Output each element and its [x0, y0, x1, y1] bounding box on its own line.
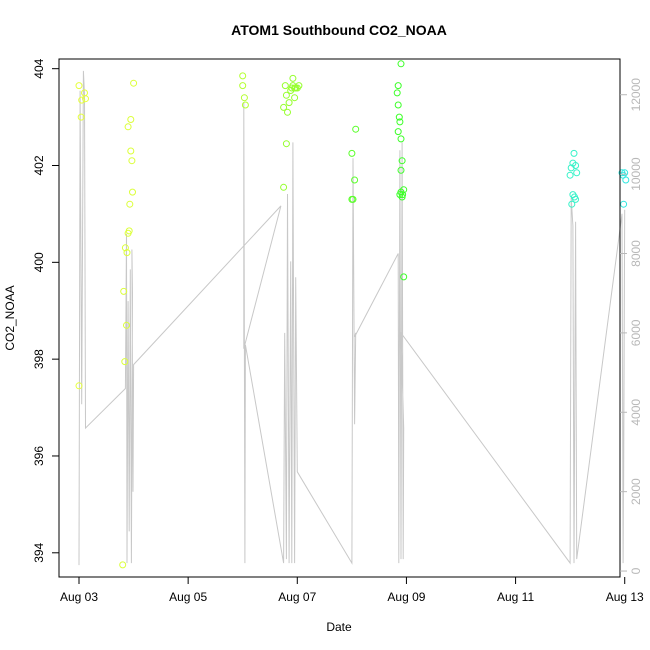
- x-tick-label-2: Aug 07: [278, 590, 316, 604]
- chart-title: ATOM1 Southbound CO2_NOAA: [231, 22, 447, 38]
- data-point-70: [572, 195, 580, 203]
- data-point-14: [124, 123, 132, 131]
- data-point-62: [566, 171, 574, 179]
- data-point-44: [351, 176, 359, 184]
- altitude-line-layer: [78, 70, 626, 566]
- y2-tick-label-6: 12000: [629, 78, 643, 112]
- data-point-49: [395, 113, 403, 121]
- data-point-12: [123, 321, 130, 329]
- y2-tick-label-1: 2000: [629, 478, 643, 505]
- data-point-45: [352, 125, 360, 133]
- data-point-67: [573, 169, 581, 177]
- y2-tick-label-3: 6000: [629, 319, 643, 346]
- data-point-21: [239, 72, 247, 80]
- y2-tick-label-2: 4000: [629, 399, 643, 426]
- data-point-60: [398, 193, 406, 201]
- data-point-13: [121, 358, 129, 366]
- data-point-26: [282, 140, 290, 148]
- y-tick-label-4: 402: [32, 155, 46, 175]
- data-point-9: [123, 249, 131, 257]
- x-tick-label-4: Aug 11: [497, 590, 534, 604]
- data-point-75: [622, 176, 630, 184]
- plot-frame: [58, 58, 621, 578]
- data-point-23: [240, 94, 248, 102]
- x-axis-label: Date: [326, 620, 352, 634]
- data-point-11: [125, 227, 133, 235]
- data-point-66: [572, 162, 580, 169]
- data-point-22: [239, 82, 247, 90]
- x-tick-label-0: Aug 03: [60, 590, 98, 604]
- co2-points-layer: [75, 60, 630, 569]
- data-point-18: [129, 188, 136, 196]
- y-tick-label-1: 396: [32, 446, 46, 466]
- data-point-74: [621, 169, 629, 177]
- data-point-20: [130, 79, 138, 87]
- data-point-6: [119, 561, 127, 569]
- data-point-16: [127, 147, 135, 155]
- data-point-5: [75, 382, 83, 390]
- data-point-27: [280, 103, 288, 111]
- data-point-4: [77, 113, 85, 121]
- x-tick-label-1: Aug 05: [169, 590, 207, 604]
- x-tick-label-5: Aug 13: [606, 590, 644, 604]
- data-point-76: [620, 200, 628, 208]
- data-point-37: [291, 94, 299, 102]
- data-point-3: [82, 95, 89, 103]
- data-point-7: [120, 287, 128, 295]
- data-point-8: [121, 244, 129, 252]
- data-point-1: [78, 96, 86, 104]
- data-point-46: [394, 82, 402, 90]
- data-point-15: [127, 116, 135, 123]
- x-tick-label-3: Aug 09: [387, 590, 425, 604]
- y-axis-left: 394 396 398 400 402 404: [32, 58, 59, 563]
- data-point-65: [570, 149, 578, 157]
- data-point-53: [397, 135, 405, 143]
- y-axis-label: CO2_NOAA: [3, 285, 17, 350]
- data-point-19: [126, 200, 134, 208]
- data-point-17: [128, 157, 136, 165]
- data-point-40: [295, 82, 303, 90]
- data-point-30: [284, 108, 291, 116]
- data-point-55: [397, 166, 405, 174]
- y-tick-label-0: 394: [32, 542, 46, 562]
- data-point-29: [281, 82, 289, 90]
- data-point-48: [394, 101, 402, 109]
- data-point-42: [349, 195, 357, 203]
- y-tick-label-2: 398: [32, 349, 46, 369]
- data-point-43: [348, 149, 356, 157]
- y-axis-right: 0 2000 4000 6000 8000 10000 12000: [620, 78, 643, 574]
- data-point-71: [568, 200, 576, 208]
- altitude-line: [78, 70, 626, 566]
- data-point-0: [75, 82, 83, 90]
- data-point-24: [241, 101, 249, 109]
- data-point-25: [280, 183, 288, 191]
- data-point-52: [394, 128, 402, 136]
- data-point-59: [400, 186, 408, 194]
- x-axis: Aug 03 Aug 05 Aug 07 Aug 09 Aug 11 Aug 13: [60, 577, 644, 604]
- y2-tick-label-4: 8000: [629, 240, 643, 267]
- y2-tick-label-5: 10000: [629, 157, 643, 191]
- data-point-50: [397, 60, 405, 68]
- y-tick-label-3: 400: [32, 252, 46, 272]
- data-point-61: [400, 273, 408, 281]
- data-point-51: [396, 118, 404, 126]
- data-point-36: [289, 74, 297, 82]
- data-point-31: [285, 99, 293, 107]
- y-tick-label-5: 404: [32, 58, 46, 78]
- y2-tick-label-0: 0: [629, 567, 643, 574]
- data-point-47: [393, 89, 401, 97]
- data-point-54: [398, 157, 406, 165]
- data-point-28: [282, 91, 290, 99]
